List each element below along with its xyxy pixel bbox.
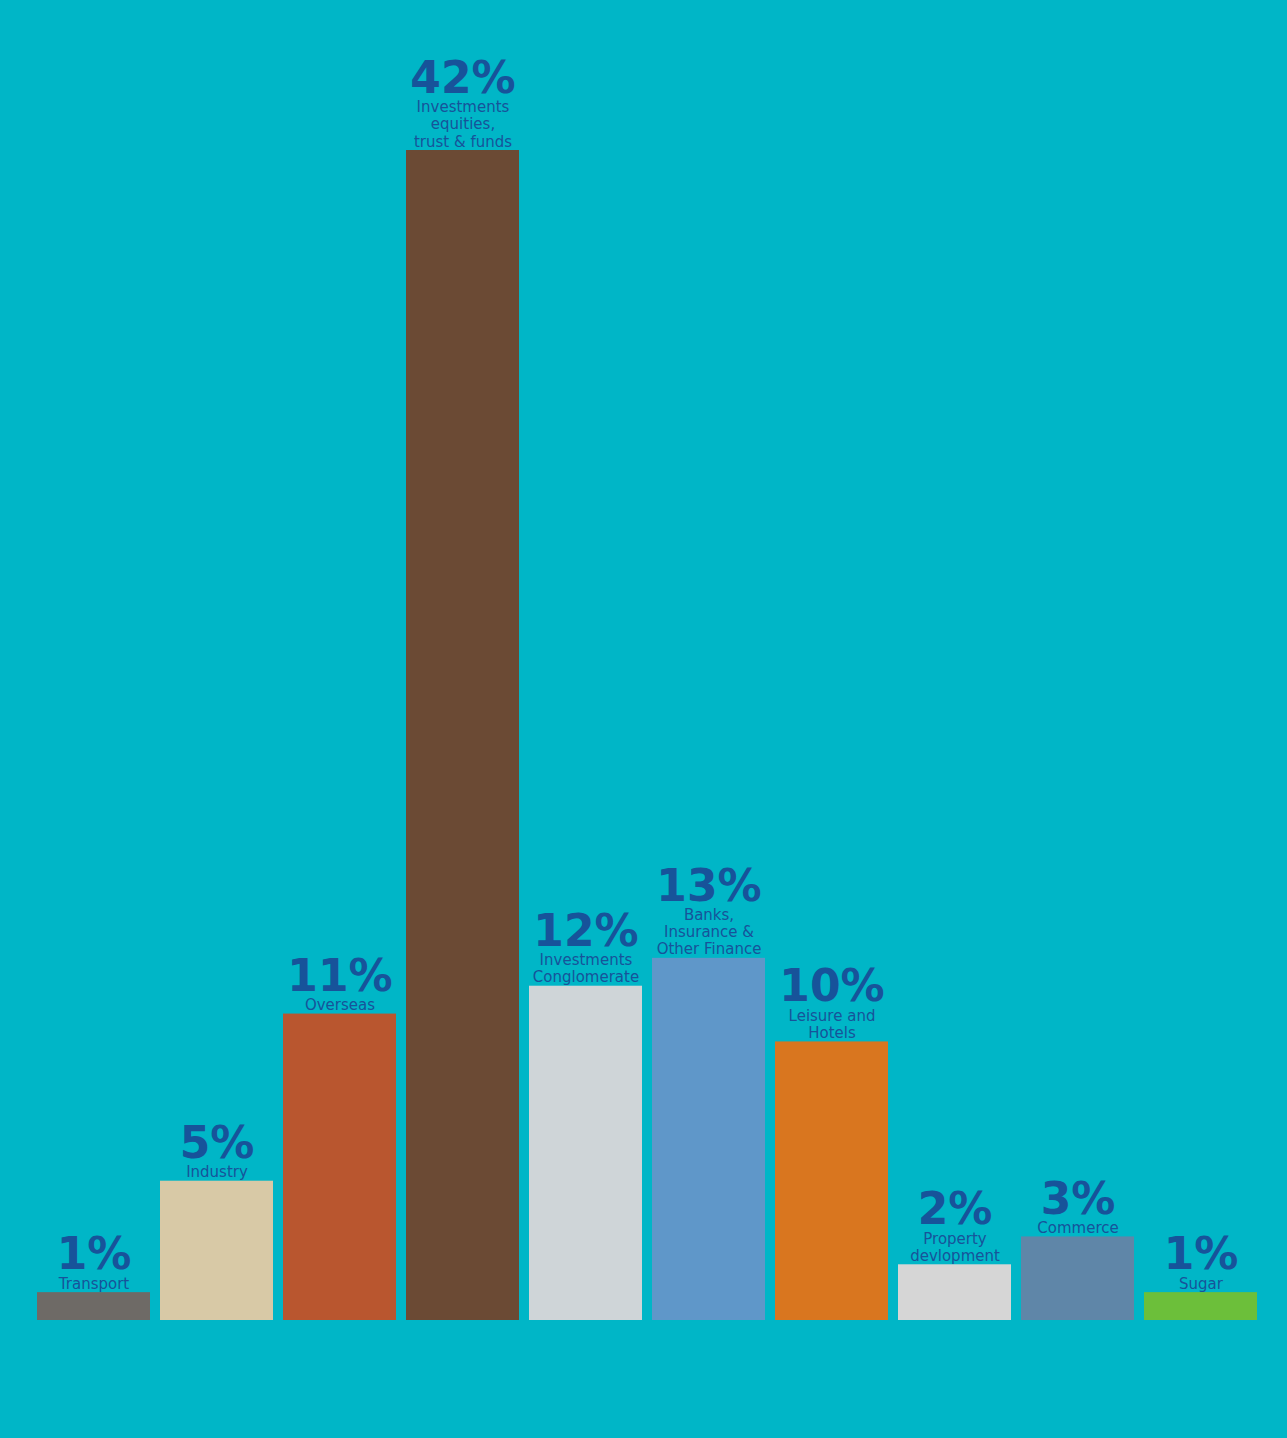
svg-text:Sugar: Sugar: [1179, 1274, 1223, 1293]
svg-text:1%: 1%: [57, 1228, 132, 1279]
svg-text:Industry: Industry: [186, 1163, 248, 1182]
svg-text:Banks,Insurance &Other Finance: Banks,Insurance &Other Finance: [657, 906, 762, 959]
svg-text:1%: 1%: [1164, 1228, 1239, 1279]
svg-text:3%: 3%: [1041, 1173, 1116, 1224]
svg-text:InvestmentsConglomerate: InvestmentsConglomerate: [533, 951, 639, 986]
svg-text:5%: 5%: [180, 1117, 255, 1168]
svg-text:Overseas: Overseas: [304, 996, 376, 1015]
svg-text:Investmentsequities,trust & fu: Investmentsequities,trust & funds: [414, 98, 512, 151]
svg-text:Leisure andHotels: Leisure andHotels: [789, 1007, 876, 1042]
svg-text:Propertydevlopment: Propertydevlopment: [910, 1230, 1000, 1265]
svg-text:12%: 12%: [533, 905, 638, 956]
svg-text:10%: 10%: [779, 960, 884, 1011]
svg-text:11%: 11%: [287, 950, 392, 1001]
svg-text:Commerce: Commerce: [1037, 1218, 1119, 1237]
svg-text:13%: 13%: [656, 860, 761, 911]
svg-text:2%: 2%: [918, 1183, 993, 1234]
svg-text:Transport: Transport: [58, 1274, 130, 1293]
svg-text:42%: 42%: [410, 52, 515, 103]
